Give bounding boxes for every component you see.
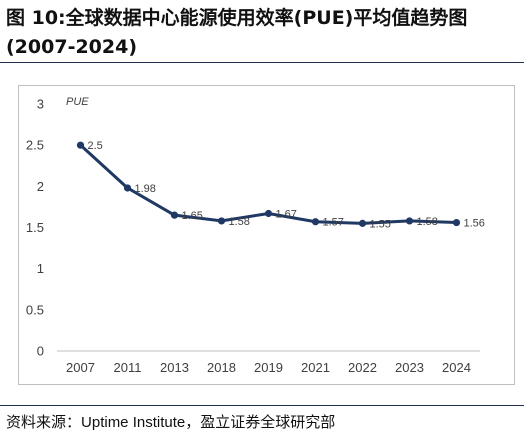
x-tick-label: 2022: [348, 360, 377, 375]
top-rule: [0, 62, 524, 63]
y-axis-ticks: 0 0.5 1 1.5 2 2.5 3: [26, 97, 44, 359]
y-tick-label: 0: [37, 344, 44, 359]
data-point: [358, 219, 367, 227]
data-point: [264, 209, 273, 218]
data-label: 1.65: [182, 210, 203, 222]
data-point: [452, 218, 461, 227]
data-point: [76, 141, 85, 149]
data-label: 1.58: [229, 216, 250, 228]
x-tick-label: 2013: [160, 360, 189, 375]
data-label: 1.98: [135, 183, 156, 195]
figure-title-main: 全球数据中心能源使用效率(PUE)平均值趋势图: [65, 7, 468, 29]
x-tick-label: 2021: [301, 360, 330, 375]
y-axis-label: PUE: [66, 96, 89, 108]
data-label: 2.5: [88, 140, 103, 152]
bottom-rule: [0, 405, 524, 406]
y-tick-label: 3: [37, 97, 44, 112]
x-tick-label: 2007: [66, 360, 95, 375]
data-point: [170, 211, 179, 219]
x-tick-label: 2024: [442, 360, 471, 375]
x-tick-label: 2019: [254, 360, 283, 375]
data-point: [123, 184, 132, 192]
y-tick-label: 2.5: [26, 138, 44, 153]
y-tick-label: 1.5: [26, 220, 44, 235]
source-institute: Uptime Institute: [81, 414, 186, 431]
figure-title-years: (2007-2024): [6, 36, 138, 58]
x-tick-label: 2011: [114, 360, 142, 375]
data-point: [311, 218, 320, 226]
chart-frame: [18, 85, 515, 385]
data-labels: 2.5 1.98 1.65 1.58 1.67 1.57 1.55 1.58 1.56: [88, 140, 485, 230]
data-label: 1.57: [323, 217, 344, 229]
source-note: 资料来源：Uptime Institute，盈立证券全球研究部: [6, 411, 335, 434]
data-point: [405, 217, 414, 225]
data-points: [76, 141, 461, 227]
data-label: 1.55: [370, 218, 391, 230]
figure-title-prefix: 图 10:: [6, 7, 66, 29]
source-suffix: ，盈立证券全球研究部: [185, 413, 336, 431]
data-point: [217, 217, 226, 225]
x-tick-label: 2018: [207, 360, 236, 375]
x-tick-label: 2023: [395, 360, 424, 375]
data-label: 1.56: [464, 218, 485, 230]
x-axis-ticks: 2007 2011 2013 2018 2019 2021 2022 2023 2024: [66, 360, 471, 375]
y-tick-label: 1: [37, 261, 44, 276]
figure-title: 图 10:全球数据中心能源使用效率(PUE)平均值趋势图 (2007-2024): [6, 4, 518, 62]
data-label: 1.67: [276, 209, 297, 221]
y-tick-label: 0.5: [26, 302, 44, 317]
y-tick-label: 2: [37, 179, 44, 194]
source-prefix: 资料来源：: [6, 413, 82, 431]
data-label: 1.58: [417, 216, 438, 228]
